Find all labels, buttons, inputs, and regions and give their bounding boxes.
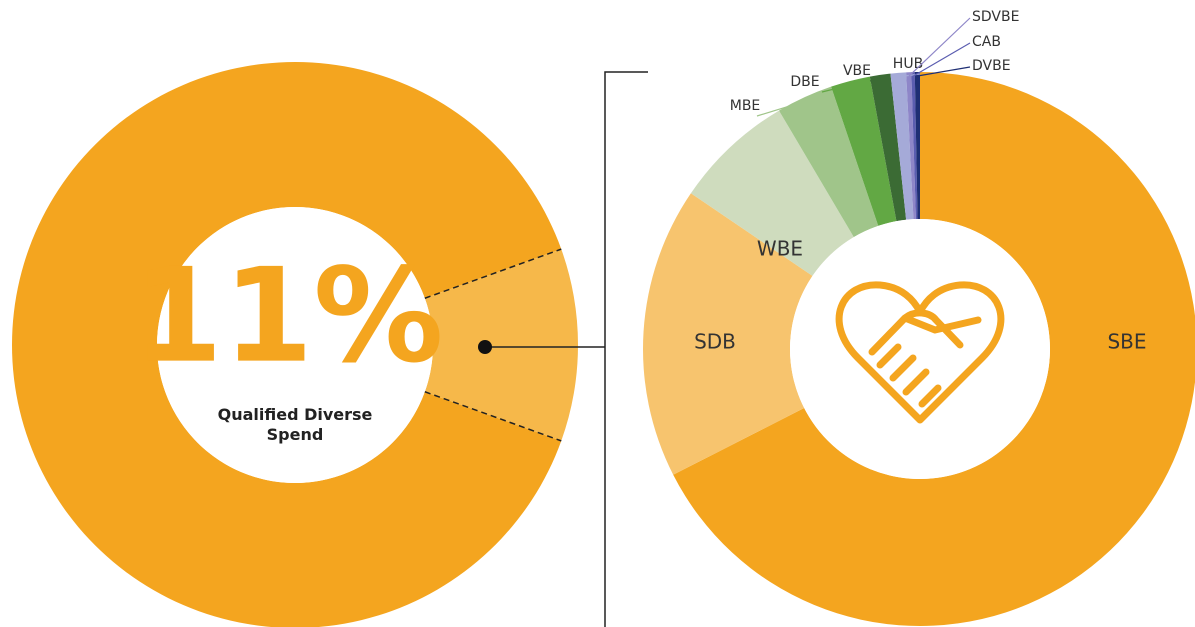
slice-label: CAB bbox=[972, 34, 1001, 50]
wedge bbox=[831, 76, 897, 226]
wedge bbox=[424, 249, 578, 441]
leader-line bbox=[869, 78, 881, 82]
leader-line bbox=[912, 42, 971, 77]
leader-line bbox=[756, 100, 807, 117]
connector-dot bbox=[478, 340, 492, 354]
wedge bbox=[890, 72, 914, 220]
wedge bbox=[869, 73, 907, 222]
icon-hand bbox=[868, 309, 982, 356]
slice-label: HUB bbox=[893, 56, 923, 72]
left-hole bbox=[157, 207, 433, 483]
slice-label: WBE bbox=[757, 237, 803, 261]
labels: SBE SDB WBE MBE DBE VBE HUB SDVBE CAB DVBE bbox=[424, 9, 1147, 479]
wedge bbox=[914, 72, 920, 220]
wedge bbox=[911, 72, 918, 220]
slice-label: SBE bbox=[1107, 330, 1146, 354]
leader-line bbox=[821, 84, 852, 93]
wedge bbox=[12, 62, 562, 627]
handshake-icon bbox=[835, 281, 1005, 424]
slice-label: SDVBE bbox=[972, 9, 1019, 25]
slice-edge bbox=[424, 391, 562, 442]
wedges bbox=[12, 62, 1195, 627]
wedge bbox=[643, 193, 813, 475]
slice-label: DVBE bbox=[972, 58, 1011, 74]
wedge bbox=[906, 72, 916, 220]
slice-label: MBE bbox=[730, 98, 761, 114]
leader-line bbox=[917, 66, 971, 77]
center-label: Qualified Diverse Spend bbox=[217, 405, 373, 444]
slice-edge bbox=[424, 248, 562, 299]
right-hole bbox=[790, 219, 1050, 479]
slice-label: DBE bbox=[790, 74, 819, 90]
wedge bbox=[778, 86, 879, 238]
icon-fingers bbox=[876, 343, 942, 408]
leader-line bbox=[908, 17, 971, 77]
slice-label: SDB bbox=[694, 330, 736, 354]
slice-label: VBE bbox=[843, 63, 871, 79]
wedge bbox=[690, 110, 854, 276]
center-value: 11% bbox=[132, 240, 443, 392]
connector bbox=[485, 71, 648, 627]
wedge bbox=[673, 72, 1195, 626]
